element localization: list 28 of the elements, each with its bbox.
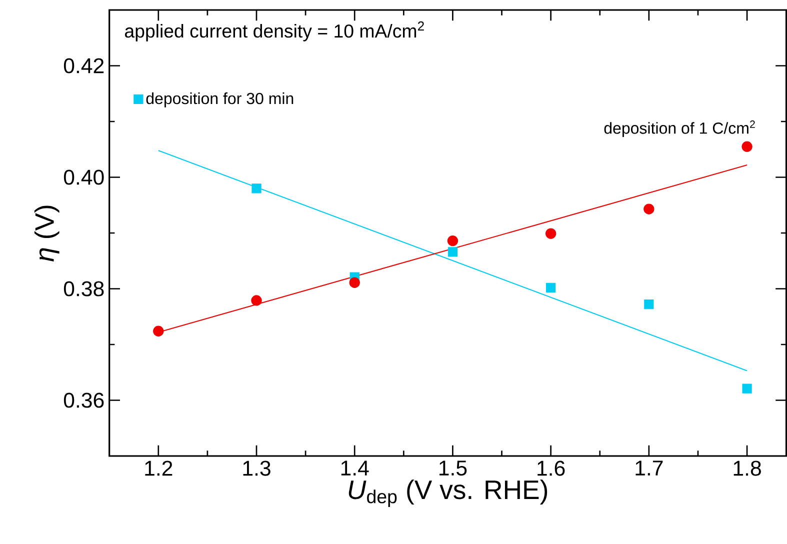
- y-tick-label: 0.38: [64, 281, 104, 296]
- y-tick-label: 0.42: [64, 58, 104, 74]
- point: [447, 235, 458, 246]
- x-tick-label: 1.4: [341, 460, 369, 476]
- point: [546, 282, 556, 292]
- point: [448, 247, 458, 257]
- point: [742, 384, 752, 394]
- point: [644, 300, 654, 310]
- point: [742, 141, 752, 152]
- x-tick-label: 1.8: [734, 460, 761, 476]
- x-tick-label: 1.3: [243, 460, 270, 476]
- x-tick-label: 1.5: [440, 460, 467, 476]
- point: [545, 228, 556, 239]
- y-axis-title: η (V): [34, 206, 60, 262]
- x-axis-title: U$_{dep}$ (V vs. RHE): [348, 480, 548, 507]
- x-tick-label: 1.7: [636, 460, 663, 476]
- x-tick-label: 1.6: [538, 460, 565, 476]
- point: [251, 295, 262, 306]
- point: [349, 277, 360, 288]
- legend-label: deposition for 30 min: [146, 92, 294, 108]
- point: [644, 204, 654, 214]
- annotation: applied current density = 10 mA/cm$^{2}$: [125, 21, 424, 42]
- y-tick-label: 0.36: [64, 392, 104, 408]
- annotation: deposition of 1 C/cm$^{2}$: [604, 120, 755, 137]
- y-tick-label: 0.40: [64, 170, 104, 185]
- x-tick-label: 1.2: [145, 460, 172, 476]
- point: [153, 326, 164, 336]
- point: [252, 184, 262, 194]
